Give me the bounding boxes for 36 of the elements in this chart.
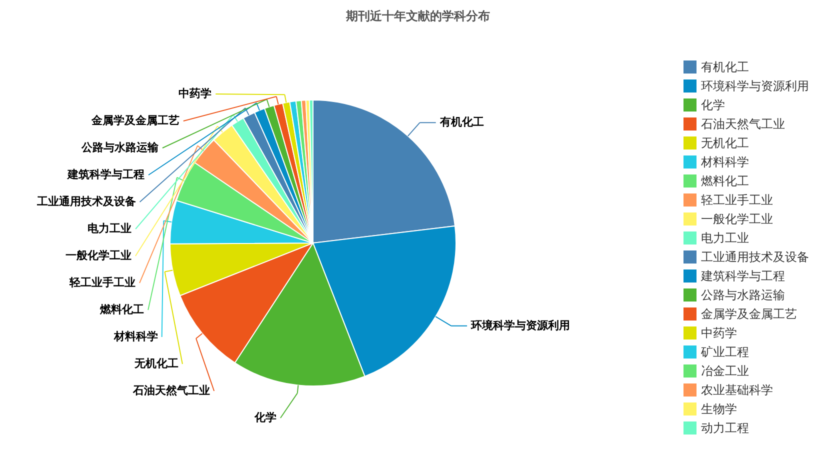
legend-label: 建筑科学与工程 — [700, 269, 785, 283]
slice-label: 轻工业手工业 — [68, 276, 136, 289]
legend-label: 一般化学工业 — [701, 212, 773, 226]
legend-label: 化学 — [701, 98, 725, 112]
legend-label: 工业通用技术及设备 — [701, 250, 809, 264]
legend-label: 冶金工业 — [701, 364, 749, 378]
slice-label: 化学 — [253, 411, 276, 424]
category-label: 环境科学与资源利用 — [701, 79, 809, 93]
slice-label: 公路与水路运输 — [80, 141, 160, 154]
legend-label: 矿业工程 — [700, 345, 749, 359]
category-label: 有机化工 — [701, 60, 749, 74]
legend-label: 公路与水路运输 — [701, 288, 785, 302]
legend-label: 环境科学与资源利用 — [470, 318, 570, 332]
slice-label: 建筑科学与工程 — [66, 168, 144, 181]
slice-label: 工业通用技术及设备 — [36, 195, 136, 208]
chart-title: 期刊近十年文献的学科分布 — [345, 9, 490, 23]
slice-label: 一般化学工业 — [65, 249, 132, 262]
legend-label: 生物学 — [701, 402, 737, 416]
legend-label: 石油天然气工业 — [701, 117, 785, 131]
legend-label: 有机化工 — [438, 116, 484, 129]
slice-label: 燃料化工 — [99, 303, 144, 316]
legend-label: 燃料化工 — [701, 174, 749, 188]
legend-label: 无机化工 — [701, 136, 749, 150]
legend-label: 动力工程 — [701, 421, 749, 435]
legend-label: 电力工业 — [701, 231, 749, 245]
slice-label: 中药学 — [178, 87, 212, 100]
slice-label: 石油天然气工业 — [132, 384, 210, 397]
slice-label: 金属学及金属工艺 — [90, 114, 180, 127]
legend-label: 金属学及金属工艺 — [701, 307, 797, 321]
legend-label: 轻工业手工业 — [701, 193, 773, 207]
legend-label: 材料科学 — [700, 155, 749, 169]
slice-label: 无机化工 — [133, 357, 178, 370]
legend-label: 中药学 — [701, 326, 737, 340]
slice-label: 材料科学 — [112, 330, 158, 343]
legend-label: 农业基础科学 — [701, 383, 773, 397]
slice-label: 电力工业 — [88, 222, 132, 235]
